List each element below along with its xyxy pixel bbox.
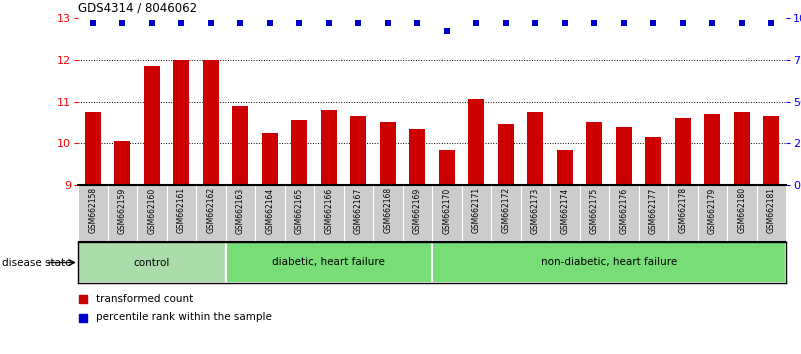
Text: GSM662160: GSM662160 [147,187,156,234]
Bar [704,114,720,185]
Text: GSM662173: GSM662173 [531,187,540,234]
Text: GSM662176: GSM662176 [619,187,628,234]
Bar [674,118,690,185]
Point [706,20,718,26]
Text: GSM662165: GSM662165 [295,187,304,234]
Point [411,20,424,26]
Bar [143,66,160,185]
Bar [262,133,278,185]
Text: GSM662168: GSM662168 [383,187,392,233]
Bar [439,149,455,185]
Text: diabetic, heart failure: diabetic, heart failure [272,257,385,268]
Text: disease state: disease state [2,257,72,268]
Bar [586,122,602,185]
Bar [497,125,514,185]
Text: GSM662179: GSM662179 [708,187,717,234]
Text: percentile rank within the sample: percentile rank within the sample [95,313,272,322]
Point [765,20,778,26]
Text: GSM662178: GSM662178 [678,187,687,233]
Bar [409,129,425,185]
Bar [78,242,226,283]
Point [618,20,630,26]
Point [381,20,394,26]
Bar [527,112,543,185]
Point [676,20,689,26]
Point [264,20,276,26]
Point [204,20,217,26]
Bar [557,149,573,185]
Bar [232,106,248,185]
Point [588,20,601,26]
Text: non-diabetic, heart failure: non-diabetic, heart failure [541,257,677,268]
Point [441,29,453,34]
Point [529,20,541,26]
Point [145,20,158,26]
Text: GSM662164: GSM662164 [265,187,274,234]
Point [470,20,483,26]
Text: GSM662177: GSM662177 [649,187,658,234]
Text: GSM662167: GSM662167 [354,187,363,234]
Bar [380,122,396,185]
Point [87,20,99,26]
Text: GSM662175: GSM662175 [590,187,599,234]
Text: GSM662170: GSM662170 [442,187,451,234]
Text: GDS4314 / 8046062: GDS4314 / 8046062 [78,1,197,15]
Bar [173,60,189,185]
Point [293,20,306,26]
Text: GSM662162: GSM662162 [206,187,215,233]
Text: GSM662159: GSM662159 [118,187,127,234]
Bar [226,242,432,283]
Bar [616,126,632,185]
Text: GSM662171: GSM662171 [472,187,481,233]
Text: GSM662163: GSM662163 [235,187,245,234]
Text: GSM662172: GSM662172 [501,187,510,233]
Text: GSM662161: GSM662161 [177,187,186,233]
Text: GSM662181: GSM662181 [767,187,775,233]
Point [116,20,129,26]
Bar [291,120,308,185]
Point [647,20,660,26]
Text: GSM662174: GSM662174 [560,187,570,234]
Bar [350,116,366,185]
Bar [320,110,337,185]
Bar [114,141,131,185]
Bar [432,242,786,283]
Point [558,20,571,26]
Bar [85,112,101,185]
Text: GSM662180: GSM662180 [737,187,747,233]
Bar [203,60,219,185]
Bar [645,137,662,185]
Bar [734,112,750,185]
Point [234,20,247,26]
Point [322,20,335,26]
Point [499,20,512,26]
Bar [468,99,485,185]
Point [175,20,187,26]
Bar [763,116,779,185]
Text: transformed count: transformed count [95,294,193,304]
Text: GSM662169: GSM662169 [413,187,422,234]
Point [352,20,364,26]
Point [735,20,748,26]
Text: GSM662158: GSM662158 [88,187,97,233]
Text: GSM662166: GSM662166 [324,187,333,234]
Text: control: control [134,257,170,268]
